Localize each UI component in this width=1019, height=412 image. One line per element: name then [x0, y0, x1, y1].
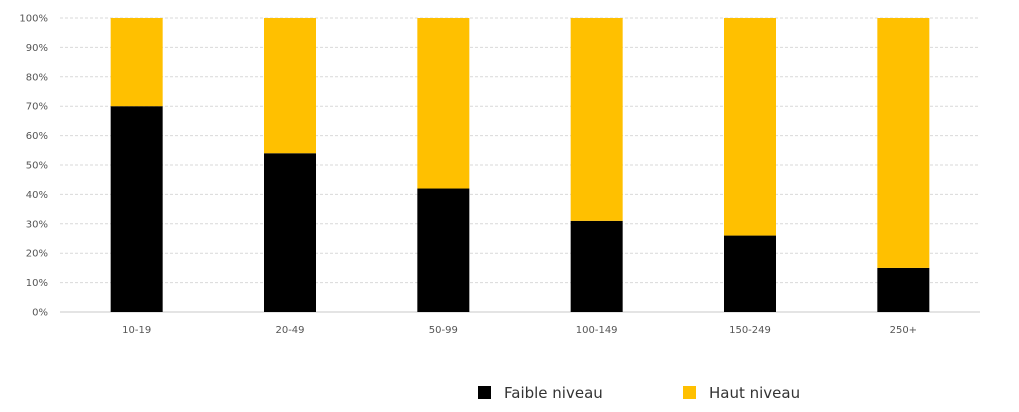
bar-haut-niveau-50-99	[417, 18, 470, 189]
y-tick-label: 100%	[19, 14, 48, 25]
y-tick-label: 60%	[26, 131, 48, 142]
y-tick-label: 70%	[26, 102, 48, 113]
y-tick-label: 80%	[26, 72, 48, 83]
bar-haut-niveau-10-19	[110, 18, 163, 107]
x-tick-labels: 10-19 20-49 50-99 100-149 150-249 250+	[122, 325, 917, 336]
y-tick-label: 40%	[26, 190, 48, 201]
legend-swatch-haut-niveau	[683, 386, 696, 399]
bar-faible-niveau-50-99	[417, 188, 470, 312]
legend-label-faible-niveau: Faible niveau	[504, 384, 603, 402]
bar-haut-niveau-100-149	[570, 18, 623, 221]
bar-faible-niveau-100-149	[570, 220, 623, 312]
bars	[110, 18, 930, 312]
x-tick-label: 20-49	[275, 325, 304, 336]
bar-haut-niveau-20-49	[264, 18, 316, 154]
x-tick-label: 150-249	[729, 325, 771, 336]
legend-swatch-faible-niveau	[478, 386, 491, 399]
x-tick-label: 100-149	[576, 325, 618, 336]
bar-faible-niveau-10-19	[110, 106, 163, 312]
bar-faible-niveau-150-249	[724, 235, 776, 312]
bar-haut-niveau-250+	[877, 18, 930, 268]
y-tick-label: 0%	[32, 308, 48, 319]
y-tick-label: 30%	[26, 219, 48, 230]
gridlines	[60, 17, 980, 284]
y-tick-label: 10%	[26, 278, 48, 289]
x-tick-label: 250+	[890, 325, 917, 336]
legend-label-haut-niveau: Haut niveau	[709, 384, 800, 402]
y-tick-labels: 0% 10% 20% 30% 40% 50% 60% 70% 80% 90% 100%	[19, 14, 48, 319]
bar-faible-niveau-250+	[877, 267, 930, 312]
bar-faible-niveau-20-49	[264, 153, 316, 312]
bar-haut-niveau-150-249	[724, 18, 776, 236]
x-tick-label: 50-99	[429, 325, 458, 336]
y-tick-label: 90%	[26, 43, 48, 54]
x-tick-label: 10-19	[122, 325, 151, 336]
legend: Faible niveau Haut niveau	[478, 384, 800, 402]
y-tick-label: 20%	[26, 249, 48, 260]
y-tick-label: 50%	[26, 161, 48, 172]
